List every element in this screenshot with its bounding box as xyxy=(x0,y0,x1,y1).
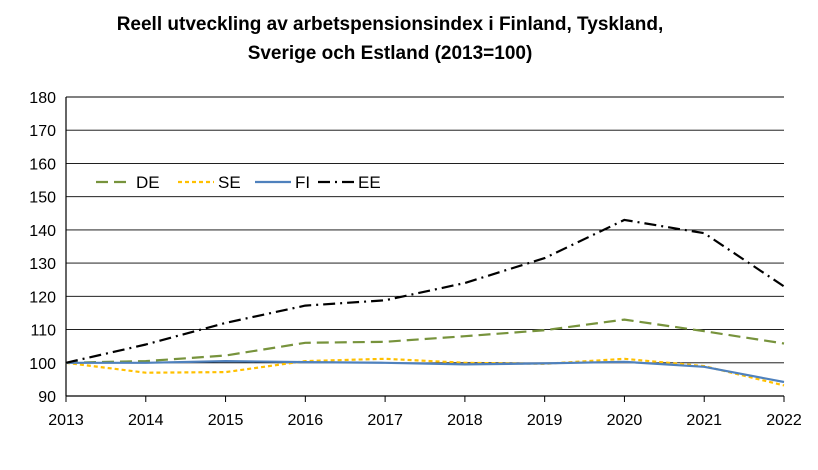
legend-label-de: DE xyxy=(136,173,160,192)
y-tick-label-180: 180 xyxy=(29,90,56,107)
y-tick-label-140: 140 xyxy=(29,223,56,240)
y-axis-tick-labels: 90 100 110 120 130 140 150 160 170 180 xyxy=(29,90,56,406)
series-line-se xyxy=(65,357,785,387)
x-tick-label-2019: 2019 xyxy=(527,412,563,429)
x-tick-label-2021: 2021 xyxy=(686,412,722,429)
chart-title: Reell utveckling av arbetspensionsindex … xyxy=(60,10,720,68)
series-line-fi xyxy=(66,360,785,384)
chart-title-line-1: Reell utveckling av arbetspensionsindex … xyxy=(116,14,664,35)
x-tick-label-2016: 2016 xyxy=(288,412,324,429)
x-tick-label-2020: 2020 xyxy=(607,412,643,429)
x-tick-label-2018: 2018 xyxy=(447,412,483,429)
legend-label-ee: EE xyxy=(358,173,381,192)
y-tick-label-100: 100 xyxy=(29,356,56,373)
series-lines xyxy=(65,218,785,387)
x-axis-tick-labels: 2013 2014 2015 2016 2017 2018 2019 2020 2021 2022 xyxy=(48,396,802,429)
chart-title-line-2: Sverige och Estland (2013=100) xyxy=(247,43,533,64)
y-tick-label-120: 120 xyxy=(29,289,56,306)
x-tick-label-2022: 2022 xyxy=(766,412,802,429)
legend-label-fi: FI xyxy=(295,173,310,192)
x-tick-label-2015: 2015 xyxy=(208,412,244,429)
y-tick-label-160: 160 xyxy=(29,156,56,173)
legend: DE SE FI EE xyxy=(96,173,381,192)
x-tick-label-2014: 2014 xyxy=(128,412,164,429)
series-line-de xyxy=(65,318,785,364)
x-tick-label-2017: 2017 xyxy=(367,412,403,429)
y-tick-label-110: 110 xyxy=(30,323,56,340)
y-tick-label-150: 150 xyxy=(29,190,56,207)
legend-label-se: SE xyxy=(218,173,241,192)
gridlines xyxy=(65,96,784,397)
y-tick-label-90: 90 xyxy=(38,389,56,406)
x-tick-label-2013: 2013 xyxy=(48,412,84,429)
y-tick-label-130: 130 xyxy=(29,256,56,273)
y-tick-label-170: 170 xyxy=(29,123,56,140)
series-line-ee xyxy=(65,218,785,364)
